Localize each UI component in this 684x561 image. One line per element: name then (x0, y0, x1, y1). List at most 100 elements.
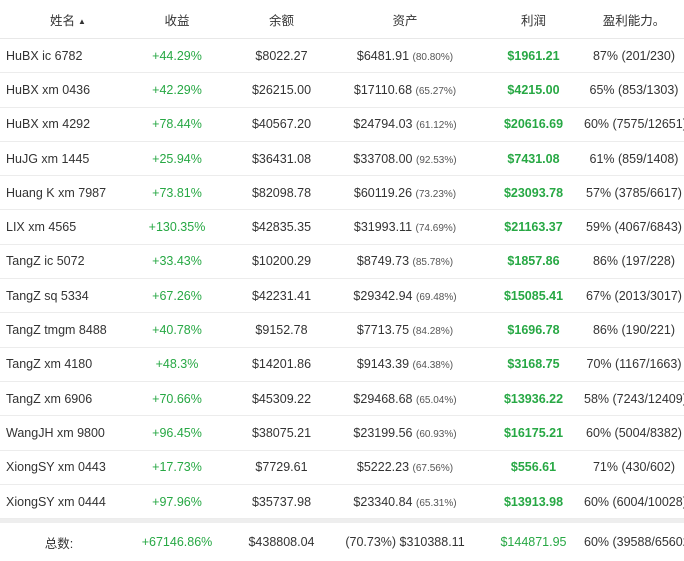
cell-profit-pct: +44.29% (118, 38, 236, 74)
totals-profit: $144871.95 (500, 535, 567, 550)
cell-profit: $1857.86 (483, 244, 584, 280)
totals-profit-pct: +67146.86% (141, 535, 213, 550)
assets-percent: (64.38%) (412, 360, 454, 372)
cell-name: HuBX xm 4292 (0, 107, 118, 142)
cell-name: TangZ xm 6906 (0, 381, 118, 417)
cell-win-rate: 61% (859/1408) (584, 141, 684, 177)
table-row[interactable]: HuBX xm 0436 +42.29% $26215.00 $17110.68 (6… (0, 72, 684, 108)
table-row[interactable]: TangZ xm 6906 +70.66% $45309.22 $29468.68 (… (0, 381, 684, 417)
assets-percent: (92.53%) (416, 154, 457, 166)
cell-profit: $4215.00 (483, 72, 584, 108)
cell-win-rate: 67% (2013/3017) (584, 278, 684, 314)
cell-profit-pct: +25.94% (118, 141, 236, 177)
cell-profit-pct: +67.26% (118, 278, 236, 314)
cell-balance: $42231.41 (236, 278, 327, 314)
cell-profit-pct: +70.66% (118, 381, 236, 417)
assets-percent: (67.56%) (412, 463, 454, 475)
cell-win-rate: 86% (197/228) (584, 244, 684, 280)
table-row[interactable]: XiongSY xm 0443 +17.73% $7729.61 $5222.23 (… (0, 450, 684, 485)
cell-assets: $24794.03 (61.12%) (327, 107, 483, 142)
assets-value: $24794.03 (353, 117, 413, 132)
table-row[interactable]: TangZ xm 4180 +48.3% $14201.86 $9143.39 (64… (0, 347, 684, 382)
assets-percent: (74.69%) (415, 223, 457, 235)
totals-balance: $438808.04 (248, 535, 315, 550)
totals-row: 总数: +67146.86% $438808.04 (70.73%) $3103… (0, 523, 684, 561)
cell-win-rate: 87% (201/230) (584, 38, 684, 74)
assets-percent: (80.80%) (412, 51, 454, 63)
assets-value: $60119.26 (353, 185, 413, 200)
cell-name: HuBX ic 6782 (0, 38, 118, 74)
table-row[interactable]: HuBX ic 6782 +44.29% $8022.27 $6481.91 (80.… (0, 38, 684, 74)
totals-label: 总数: (44, 536, 74, 551)
table-row[interactable]: XiongSY xm 0444 +97.96% $35737.98 $23340.84… (0, 484, 684, 520)
column-header-balance[interactable]: 余额 (236, 0, 327, 39)
cell-assets: $23340.84 (65.31%) (327, 484, 483, 520)
assets-percent: (84.28%) (412, 326, 454, 338)
cell-win-rate: 57% (3785/6617) (584, 175, 684, 211)
cell-win-rate: 71% (430/602) (584, 450, 684, 485)
cell-name: TangZ xm 4180 (0, 347, 118, 382)
assets-percent: (73.23%) (415, 188, 457, 200)
cell-balance: $82098.78 (236, 175, 327, 211)
assets-value: $17110.68 (353, 82, 413, 97)
assets-percent: (65.04%) (416, 394, 457, 406)
assets-value: $5222.23 (356, 460, 410, 475)
cell-profit: $21163.37 (483, 209, 584, 245)
table-row[interactable]: TangZ tmgm 8488 +40.78% $9152.78 $7713.75 (… (0, 312, 684, 348)
table-row[interactable]: Huang K xm 7987 +73.81% $82098.78 $60119.26… (0, 175, 684, 211)
cell-balance: $42835.35 (236, 209, 327, 245)
cell-balance: $26215.00 (236, 72, 327, 108)
cell-assets: $7713.75 (84.28%) (327, 312, 483, 348)
cell-win-rate: 60% (5004/8382) (584, 415, 684, 451)
cell-balance: $35737.98 (236, 484, 327, 520)
table-row[interactable]: TangZ sq 5334 +67.26% $42231.41 $29342.94 (… (0, 278, 684, 314)
cell-profit-pct: +78.44% (118, 107, 236, 142)
column-header-assets[interactable]: 资产 (327, 0, 483, 39)
cell-name: TangZ sq 5334 (0, 278, 118, 314)
cell-profit: $3168.75 (483, 347, 584, 382)
assets-percent: (85.78%) (412, 257, 454, 269)
cell-balance: $7729.61 (236, 450, 327, 485)
column-header-win-rate[interactable]: 盈利能力。 (584, 0, 684, 39)
table-body: HuBX ic 6782 +44.29% $8022.27 $6481.91 (80.… (0, 38, 684, 520)
column-header-profit-pct[interactable]: 收益 (118, 0, 236, 39)
assets-value: $9143.39 (356, 357, 410, 372)
cell-profit-pct: +40.78% (118, 312, 236, 348)
table-row[interactable]: TangZ ic 5072 +33.43% $10200.29 $8749.73 (8… (0, 244, 684, 280)
cell-profit: $20616.69 (483, 107, 584, 142)
table-row[interactable]: HuJG xm 1445 +25.94% $36431.08 $33708.00 (9… (0, 141, 684, 177)
cell-assets: $29342.94 (69.48%) (327, 278, 483, 314)
assets-value: $23199.56 (353, 425, 413, 440)
sort-ascending-icon: ▲ (78, 16, 86, 26)
column-header-name[interactable]: 姓名 ▲ (0, 0, 118, 39)
cell-win-rate: 60% (6004/10028) (584, 484, 684, 520)
cell-profit: $13913.98 (483, 484, 584, 520)
assets-value: $33708.00 (353, 151, 413, 166)
totals-assets: (70.73%) $310388.11 (345, 535, 465, 550)
cell-assets: $29468.68 (65.04%) (327, 381, 483, 417)
table-row[interactable]: LIX xm 4565 +130.35% $42835.35 $31993.11 (7… (0, 209, 684, 245)
cell-assets: $5222.23 (67.56%) (327, 450, 483, 485)
table-row[interactable]: HuBX xm 4292 +78.44% $40567.20 $24794.03 (6… (0, 107, 684, 142)
cell-assets: $23199.56 (60.93%) (327, 415, 483, 451)
cell-profit: $23093.78 (483, 175, 584, 211)
table-row[interactable]: WangJH xm 9800 +96.45% $38075.21 $23199.56 … (0, 415, 684, 451)
cell-win-rate: 86% (190/221) (584, 312, 684, 348)
cell-assets: $60119.26 (73.23%) (327, 175, 483, 211)
column-header-profit[interactable]: 利润 (483, 0, 584, 39)
cell-win-rate: 59% (4067/6843) (584, 209, 684, 245)
cell-profit: $13936.22 (483, 381, 584, 417)
cell-balance: $36431.08 (236, 141, 327, 177)
cell-win-rate: 58% (7243/12409) (584, 381, 684, 417)
cell-name: TangZ ic 5072 (0, 244, 118, 280)
cell-win-rate: 60% (7575/12651) (584, 107, 684, 142)
cell-win-rate: 65% (853/1303) (584, 72, 684, 108)
assets-value: $31993.11 (353, 220, 413, 235)
cell-profit: $1696.78 (483, 312, 584, 348)
cell-balance: $40567.20 (236, 107, 327, 142)
cell-name: WangJH xm 9800 (0, 415, 118, 451)
cell-balance: $38075.21 (236, 415, 327, 451)
cell-balance: $9152.78 (236, 312, 327, 348)
